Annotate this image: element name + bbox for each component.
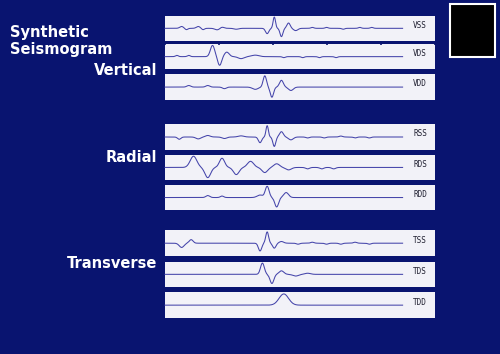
Text: VSS: VSS (413, 21, 427, 30)
Text: Vertical: Vertical (94, 63, 158, 78)
FancyBboxPatch shape (165, 292, 435, 318)
FancyBboxPatch shape (165, 44, 435, 69)
Text: TDD: TDD (413, 297, 427, 307)
Text: Synthetic
Seismogram: Synthetic Seismogram (10, 24, 113, 57)
Text: TSS: TSS (413, 235, 427, 245)
Text: RSS: RSS (413, 129, 427, 138)
FancyBboxPatch shape (165, 155, 435, 180)
FancyBboxPatch shape (450, 4, 495, 57)
Text: TDS: TDS (413, 267, 427, 276)
FancyBboxPatch shape (165, 124, 435, 150)
FancyBboxPatch shape (165, 185, 435, 210)
Text: RDS: RDS (413, 160, 427, 169)
FancyBboxPatch shape (165, 16, 435, 41)
FancyBboxPatch shape (165, 230, 435, 256)
Text: VDD: VDD (413, 79, 427, 88)
Text: VDS: VDS (413, 49, 427, 58)
Text: RDD: RDD (413, 190, 427, 199)
FancyBboxPatch shape (165, 74, 435, 100)
Text: Radial: Radial (106, 150, 158, 165)
Text: Transverse: Transverse (67, 256, 158, 271)
FancyBboxPatch shape (165, 262, 435, 287)
